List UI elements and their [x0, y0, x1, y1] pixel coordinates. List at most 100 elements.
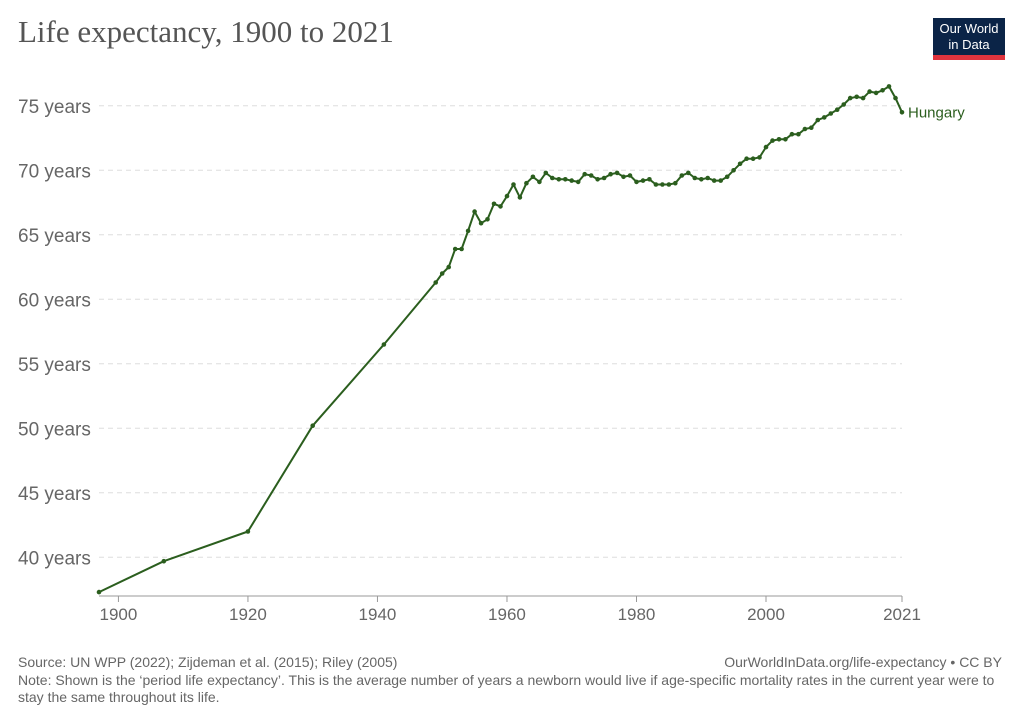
data-point[interactable]: [640, 178, 646, 183]
data-point[interactable]: [439, 271, 445, 276]
data-point[interactable]: [841, 102, 846, 107]
y-tick-labels: 40 years 45 years 50 years 55 years 60 years…: [18, 97, 91, 569]
data-point[interactable]: [757, 155, 762, 160]
data-point[interactable]: [96, 589, 102, 595]
data-point[interactable]: [828, 111, 834, 116]
data-point[interactable]: [595, 177, 600, 182]
data-point[interactable]: [459, 246, 464, 252]
data-point[interactable]: [737, 161, 743, 167]
grid-lines: [99, 105, 902, 558]
data-point[interactable]: [783, 137, 788, 142]
data-point[interactable]: [498, 204, 503, 209]
y-tick-label: 75 years: [18, 97, 91, 118]
data-point[interactable]: [563, 177, 568, 182]
note-text: Note: Shown is the ‘period life expectan…: [18, 672, 995, 705]
data-point[interactable]: [867, 89, 872, 94]
data-point[interactable]: [446, 264, 452, 270]
series-label: Hungary: [908, 104, 965, 121]
data-point[interactable]: [530, 174, 536, 180]
series-line-hungary[interactable]: [98, 85, 903, 594]
y-tick-label: 60 years: [18, 290, 91, 311]
data-point[interactable]: [822, 115, 827, 120]
data-point[interactable]: [770, 138, 775, 143]
data-point[interactable]: [686, 170, 691, 176]
data-point[interactable]: [634, 179, 639, 185]
data-point[interactable]: [847, 95, 853, 101]
data-point[interactable]: [647, 177, 652, 182]
data-point[interactable]: [692, 175, 698, 181]
line-chart: 40 years 45 years 50 years 55 years 60 years…: [18, 84, 965, 624]
data-point[interactable]: [575, 179, 581, 185]
data-point[interactable]: [511, 182, 516, 187]
data-point[interactable]: [660, 182, 665, 187]
data-point[interactable]: [796, 131, 801, 137]
data-point[interactable]: [310, 423, 316, 429]
data-point[interactable]: [478, 220, 484, 226]
data-point[interactable]: [776, 137, 782, 142]
data-point[interactable]: [452, 246, 458, 252]
data-point[interactable]: [491, 201, 497, 207]
data-point[interactable]: [550, 175, 555, 181]
data-point[interactable]: [750, 156, 756, 161]
data-point[interactable]: [543, 170, 549, 176]
data-point[interactable]: [886, 84, 892, 89]
data-point[interactable]: [789, 131, 795, 137]
x-tick-label: 1900: [100, 605, 138, 624]
data-point[interactable]: [517, 195, 523, 200]
data-point[interactable]: [472, 209, 477, 214]
data-point[interactable]: [537, 179, 542, 185]
data-point[interactable]: [815, 117, 821, 123]
y-tick-label: 45 years: [18, 484, 91, 505]
x-tick-label: 1940: [359, 605, 397, 624]
data-point[interactable]: [899, 110, 905, 115]
data-point[interactable]: [504, 193, 510, 199]
data-point[interactable]: [433, 280, 439, 285]
data-point[interactable]: [485, 217, 490, 222]
data-point[interactable]: [666, 182, 672, 187]
data-point[interactable]: [465, 228, 471, 234]
chart-title: Life expectancy, 1900 to 2021: [18, 14, 394, 49]
x-tick-label: 1920: [229, 605, 267, 624]
data-point[interactable]: [588, 173, 594, 178]
owid-logo[interactable]: Our World in Data: [933, 18, 1005, 60]
data-point[interactable]: [582, 171, 587, 177]
data-point[interactable]: [524, 180, 529, 186]
data-point[interactable]: [744, 156, 749, 161]
data-point[interactable]: [653, 182, 659, 187]
y-tick-label: 50 years: [18, 419, 91, 440]
source-text: Source: UN WPP (2022); Zijdeman et al. (…: [18, 654, 398, 670]
data-point[interactable]: [608, 171, 613, 177]
data-point[interactable]: [699, 177, 704, 182]
data-point[interactable]: [245, 529, 251, 534]
data-point[interactable]: [880, 88, 885, 93]
data-point[interactable]: [614, 170, 620, 176]
data-point[interactable]: [873, 90, 879, 96]
data-point[interactable]: [601, 175, 607, 181]
data-point[interactable]: [161, 558, 167, 564]
license-link[interactable]: OurWorldInData.org/life-expectancy • CC …: [724, 654, 1002, 670]
data-point[interactable]: [569, 178, 574, 183]
data-point[interactable]: [711, 178, 717, 183]
data-point[interactable]: [679, 173, 685, 178]
x-ticks: 1900 1920 1940 1960 1980 2000 2021: [100, 596, 921, 624]
data-point[interactable]: [834, 107, 840, 112]
data-point[interactable]: [731, 168, 736, 173]
data-point[interactable]: [802, 126, 808, 132]
data-point[interactable]: [854, 94, 859, 100]
logo-line-2: in Data: [948, 37, 990, 52]
x-tick-label: 2021: [883, 605, 921, 624]
y-tick-label: 40 years: [18, 548, 91, 569]
data-point[interactable]: [724, 174, 730, 180]
data-point[interactable]: [556, 177, 562, 182]
data-point[interactable]: [381, 342, 387, 347]
data-point[interactable]: [718, 178, 723, 183]
data-point[interactable]: [860, 95, 866, 101]
x-tick-label: 1960: [488, 605, 526, 624]
data-point[interactable]: [893, 95, 898, 101]
data-point[interactable]: [621, 174, 626, 180]
data-point[interactable]: [673, 180, 678, 186]
data-point[interactable]: [809, 125, 814, 130]
data-point[interactable]: [627, 173, 633, 178]
data-point[interactable]: [705, 175, 710, 181]
data-point[interactable]: [763, 144, 769, 150]
